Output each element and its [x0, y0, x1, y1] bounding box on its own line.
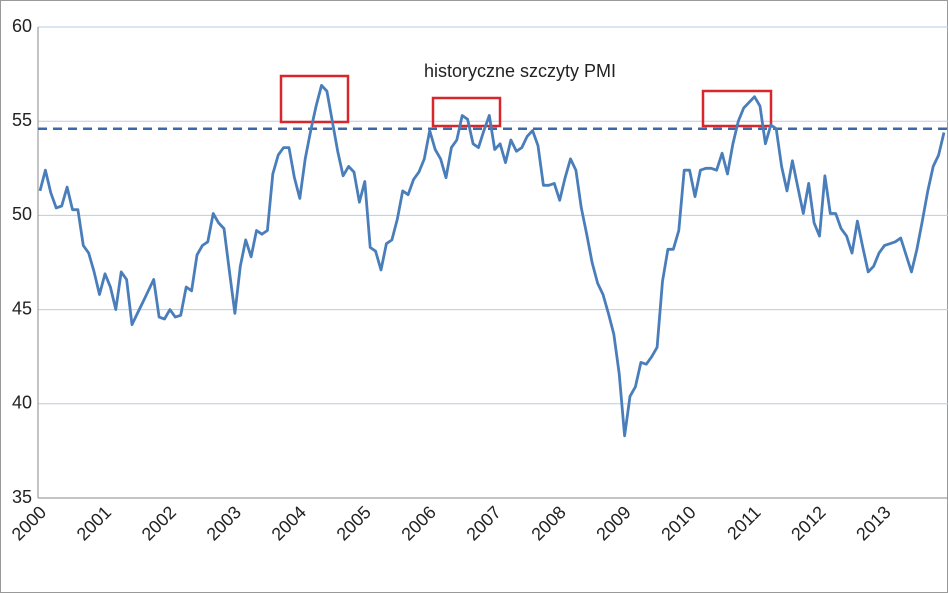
x-tick-label: 2000 [8, 502, 50, 544]
highlight-box [431, 96, 502, 128]
y-tick-label: 45 [12, 298, 32, 318]
y-tick-label: 60 [12, 16, 32, 36]
y-tick-label: 50 [12, 204, 32, 224]
x-tick-label: 2009 [592, 502, 634, 544]
x-tick-label: 2003 [203, 502, 245, 544]
x-tick-label: 2006 [397, 502, 439, 544]
x-tick-label: 2008 [527, 502, 569, 544]
x-tick-label: 2013 [852, 502, 894, 544]
x-tick-label: 2002 [138, 502, 180, 544]
x-tick-label: 2005 [333, 502, 375, 544]
y-tick-label: 40 [12, 393, 32, 413]
highlight-box [279, 74, 350, 124]
annotation: historyczne szczyty PMI [424, 61, 616, 81]
x-tick-label: 2010 [657, 502, 699, 544]
x-tick-label: 2012 [787, 502, 829, 544]
y-tick-label: 55 [12, 110, 32, 130]
y-tick-label: 35 [12, 487, 32, 507]
x-tick-label: 2001 [73, 502, 115, 544]
x-tick-label: 2007 [462, 502, 504, 544]
data-line [38, 84, 946, 438]
x-tick-label: 2011 [723, 502, 765, 544]
x-tick-label: 2004 [268, 502, 310, 544]
highlight-boxes [279, 74, 773, 128]
